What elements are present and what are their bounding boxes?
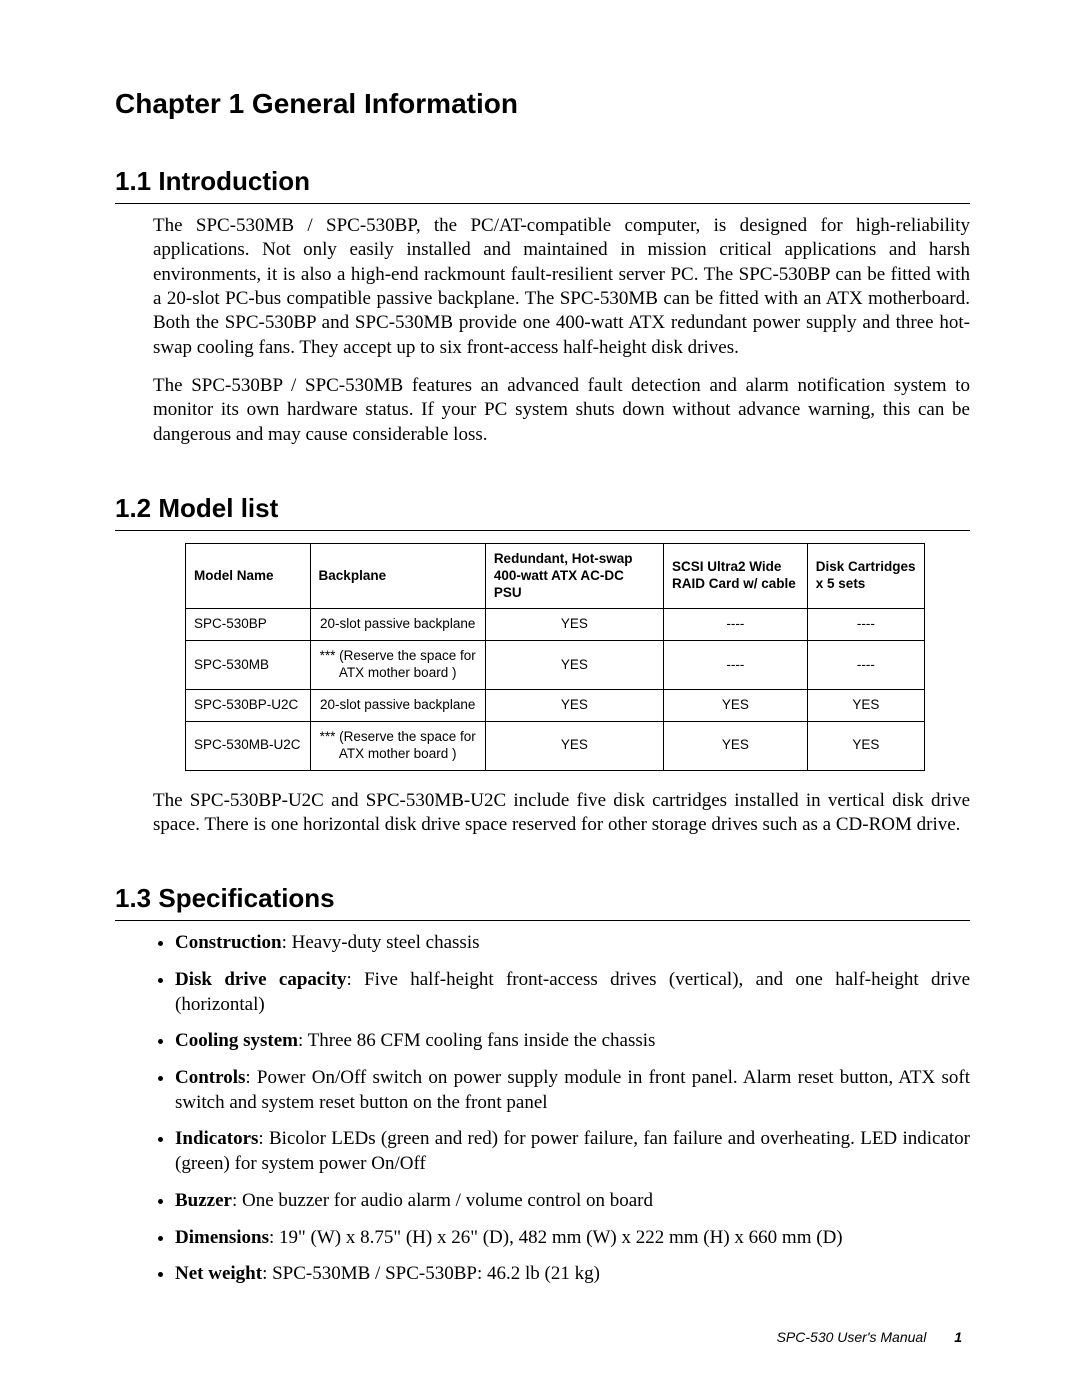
footer-manual-name: SPC-530 User's Manual — [777, 1329, 927, 1345]
col-raid: SCSI Ultra2 Wide RAID Card w/ cable — [663, 543, 807, 609]
section-model-list: 1.2 Model list Model Name Backplane Redu… — [115, 493, 970, 838]
table-cell: SPC-530BP — [186, 609, 311, 641]
table-cell: *** (Reserve the space for ATX mother bo… — [310, 721, 485, 770]
table-cell: YES — [485, 609, 663, 641]
spec-label: Dimensions — [175, 1227, 269, 1248]
col-model-name: Model Name — [186, 543, 311, 609]
spec-text: : Heavy-duty steel chassis — [282, 932, 480, 953]
spec-text: : One buzzer for audio alarm / volume co… — [232, 1190, 653, 1211]
table-cell: YES — [485, 641, 663, 690]
table-cell: *** (Reserve the space for ATX mother bo… — [310, 641, 485, 690]
list-item: Cooling system: Three 86 CFM cooling fan… — [175, 1029, 970, 1054]
section-rule — [115, 203, 970, 204]
footer-page-number: 1 — [954, 1329, 962, 1345]
section-specifications: 1.3 Specifications Construction: Heavy-d… — [115, 883, 970, 1287]
section-rule — [115, 920, 970, 921]
spec-label: Controls — [175, 1067, 245, 1088]
spec-label: Net weight — [175, 1263, 262, 1284]
table-cell: 20-slot passive backplane — [310, 609, 485, 641]
list-item: Controls: Power On/Off switch on power s… — [175, 1066, 970, 1115]
table-cell: ---- — [807, 609, 924, 641]
list-item: Buzzer: One buzzer for audio alarm / vol… — [175, 1189, 970, 1214]
intro-paragraph-1: The SPC-530MB / SPC-530BP, the PC/AT-com… — [153, 214, 970, 360]
spec-text: : SPC-530MB / SPC-530BP: 46.2 lb (21 kg) — [262, 1263, 600, 1284]
table-cell: ---- — [663, 641, 807, 690]
table-cell: 20-slot passive backplane — [310, 690, 485, 722]
table-row: SPC-530MB*** (Reserve the space for ATX … — [186, 641, 925, 690]
table-header-row: Model Name Backplane Redundant, Hot-swap… — [186, 543, 925, 609]
spec-label: Disk drive capacity — [175, 969, 346, 990]
model-table: Model Name Backplane Redundant, Hot-swap… — [185, 543, 925, 771]
col-cartridges: Disk Cartridges x 5 sets — [807, 543, 924, 609]
table-cell: YES — [807, 690, 924, 722]
col-backplane: Backplane — [310, 543, 485, 609]
spec-label: Construction — [175, 932, 282, 953]
page-footer: SPC-530 User's Manual 1 — [777, 1329, 962, 1345]
spec-text: : Bicolor LEDs (green and red) for power… — [175, 1128, 970, 1174]
table-cell: YES — [663, 690, 807, 722]
spec-label: Cooling system — [175, 1030, 298, 1051]
section-introduction: 1.1 Introduction The SPC-530MB / SPC-530… — [115, 166, 970, 447]
table-cell: SPC-530MB-U2C — [186, 721, 311, 770]
table-cell: YES — [485, 721, 663, 770]
intro-paragraph-2: The SPC-530BP / SPC-530MB features an ad… — [153, 374, 970, 447]
table-cell: YES — [485, 690, 663, 722]
table-cell: SPC-530BP-U2C — [186, 690, 311, 722]
spec-text: : Three 86 CFM cooling fans inside the c… — [298, 1030, 655, 1051]
model-table-body: SPC-530BP20-slot passive backplaneYES---… — [186, 609, 925, 770]
spec-label: Buzzer — [175, 1190, 232, 1211]
list-item: Indicators: Bicolor LEDs (green and red)… — [175, 1127, 970, 1176]
table-cell: YES — [807, 721, 924, 770]
section-heading-models: 1.2 Model list — [115, 493, 970, 524]
list-item: Disk drive capacity: Five half-height fr… — [175, 968, 970, 1017]
table-cell: ---- — [663, 609, 807, 641]
table-row: SPC-530MB-U2C*** (Reserve the space for … — [186, 721, 925, 770]
col-psu: Redundant, Hot-swap 400-watt ATX AC-DC P… — [485, 543, 663, 609]
chapter-title: Chapter 1 General Information — [115, 88, 970, 120]
list-item: Construction: Heavy-duty steel chassis — [175, 931, 970, 956]
table-cell: ---- — [807, 641, 924, 690]
section-heading-intro: 1.1 Introduction — [115, 166, 970, 197]
section-heading-specs: 1.3 Specifications — [115, 883, 970, 914]
spec-list: Construction: Heavy-duty steel chassis Di… — [153, 931, 970, 1287]
table-row: SPC-530BP-U2C20-slot passive backplaneYE… — [186, 690, 925, 722]
spec-text: : 19" (W) x 8.75" (H) x 26" (D), 482 mm … — [269, 1227, 843, 1248]
section-rule — [115, 530, 970, 531]
list-item: Dimensions: 19" (W) x 8.75" (H) x 26" (D… — [175, 1226, 970, 1251]
table-cell: SPC-530MB — [186, 641, 311, 690]
table-cell: YES — [663, 721, 807, 770]
spec-label: Indicators — [175, 1128, 258, 1149]
models-note: The SPC-530BP-U2C and SPC-530MB-U2C incl… — [153, 789, 970, 838]
table-row: SPC-530BP20-slot passive backplaneYES---… — [186, 609, 925, 641]
spec-text: : Power On/Off switch on power supply mo… — [175, 1067, 970, 1113]
list-item: Net weight: SPC-530MB / SPC-530BP: 46.2 … — [175, 1262, 970, 1287]
